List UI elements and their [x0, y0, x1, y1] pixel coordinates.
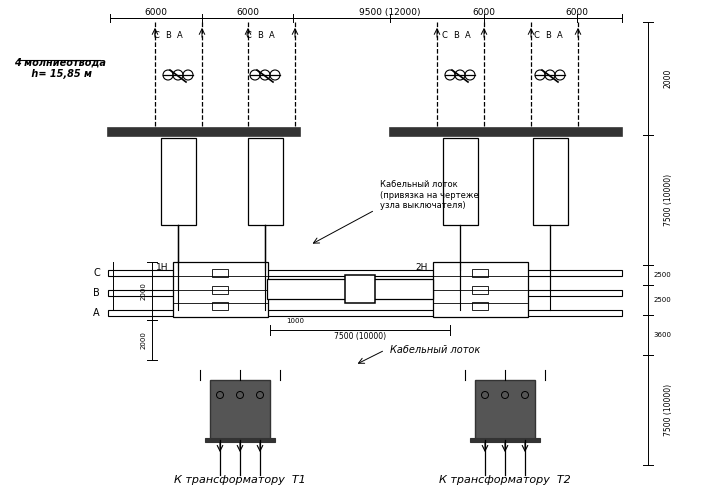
Text: C: C: [533, 31, 539, 40]
Bar: [443, 138, 478, 225]
Text: 2500: 2500: [653, 297, 671, 303]
Bar: [475, 380, 535, 440]
Bar: [360, 279, 433, 299]
Bar: [108, 310, 622, 316]
Text: 2Н: 2Н: [416, 263, 428, 272]
Bar: [533, 138, 568, 225]
Text: 6000: 6000: [472, 8, 496, 17]
Text: Кабельный лоток: Кабельный лоток: [390, 345, 480, 355]
Text: A: A: [557, 31, 563, 40]
Text: B: B: [165, 31, 171, 40]
Bar: [212, 286, 228, 294]
Bar: [108, 290, 622, 296]
Text: 4 молниеотвода
 h= 15,85 м: 4 молниеотвода h= 15,85 м: [14, 57, 106, 79]
Text: 6000: 6000: [236, 8, 259, 17]
Text: 2500: 2500: [653, 272, 671, 278]
Bar: [390, 128, 622, 136]
Bar: [267, 279, 360, 299]
Bar: [248, 138, 283, 225]
Text: 2000: 2000: [663, 68, 673, 88]
Text: A: A: [269, 31, 275, 40]
Bar: [212, 302, 228, 310]
Text: C: C: [93, 268, 100, 278]
Text: 3600: 3600: [653, 332, 671, 338]
Bar: [472, 269, 488, 277]
Text: 7500 (10000): 7500 (10000): [663, 384, 673, 436]
Text: B: B: [93, 288, 100, 298]
Bar: [173, 262, 268, 317]
Bar: [433, 262, 528, 317]
Text: B: B: [545, 31, 551, 40]
Text: 9500 (12000): 9500 (12000): [360, 8, 421, 17]
Text: C: C: [441, 31, 447, 40]
Text: 6000: 6000: [145, 8, 168, 17]
Text: 7500 (10000): 7500 (10000): [334, 333, 386, 342]
Text: 2000: 2000: [141, 282, 147, 300]
Text: A: A: [465, 31, 471, 40]
Text: Кабельный лоток
(привязка на чертеже
узла выключателя): Кабельный лоток (привязка на чертеже узл…: [380, 180, 479, 210]
Bar: [161, 138, 196, 225]
Bar: [345, 275, 375, 303]
Text: C: C: [245, 31, 251, 40]
Text: 7500 (10000): 7500 (10000): [663, 174, 673, 226]
Text: К трансформатору  Т1: К трансформатору Т1: [174, 475, 306, 485]
Bar: [472, 302, 488, 310]
Text: К трансформатору  Т2: К трансформатору Т2: [439, 475, 571, 485]
Text: 6000: 6000: [565, 8, 589, 17]
Text: B: B: [257, 31, 263, 40]
Bar: [108, 270, 622, 276]
Bar: [108, 128, 300, 136]
Bar: [470, 438, 540, 442]
Text: A: A: [93, 308, 100, 318]
Text: A: A: [177, 31, 183, 40]
Bar: [205, 438, 275, 442]
Bar: [210, 380, 270, 440]
Text: 2000: 2000: [141, 331, 147, 349]
Text: C: C: [153, 31, 159, 40]
Text: B: B: [453, 31, 459, 40]
Text: 1Н: 1Н: [156, 263, 168, 272]
Bar: [472, 286, 488, 294]
Text: 1000: 1000: [286, 318, 304, 324]
Bar: [212, 269, 228, 277]
